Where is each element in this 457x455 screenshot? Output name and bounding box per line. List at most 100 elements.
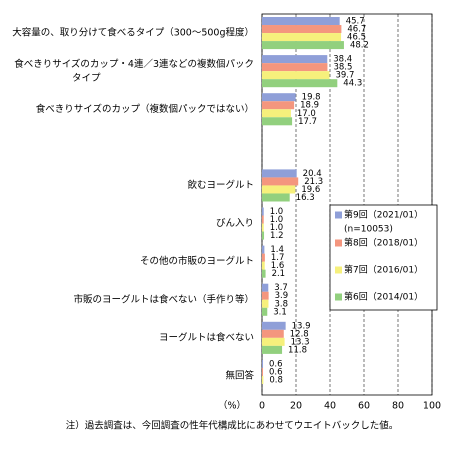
value-label: 20.4	[303, 169, 322, 179]
value-label: 1.2	[270, 231, 284, 241]
bar	[262, 245, 265, 254]
value-label: 18.9	[300, 101, 319, 111]
y-tick-label: 飲むヨーグルト	[187, 179, 254, 191]
legend-swatch	[335, 239, 342, 247]
value-label: 0.6	[269, 367, 283, 377]
value-label: 3.8	[274, 299, 288, 309]
bar	[262, 207, 264, 216]
bar	[262, 359, 264, 368]
legend-box	[329, 204, 438, 311]
value-label: 3.9	[275, 291, 289, 301]
value-label: 3.1	[273, 307, 287, 317]
bar	[262, 41, 344, 50]
y-tick-label: 無回答	[225, 369, 254, 381]
value-label: 17.7	[298, 117, 317, 127]
x-tick-label: 80	[392, 401, 404, 412]
bar	[262, 71, 330, 80]
value-label: 19.6	[301, 185, 320, 195]
value-label: 0.6	[269, 359, 283, 369]
value-label: 45.7	[346, 17, 365, 27]
bar	[262, 169, 297, 178]
value-label: 1.7	[271, 253, 285, 263]
value-label: 38.4	[333, 55, 352, 65]
bar	[262, 367, 264, 376]
value-label: 48.2	[350, 41, 369, 51]
value-label: 21.3	[304, 177, 323, 187]
bar	[262, 253, 265, 262]
x-tick-label: 0	[259, 401, 265, 412]
value-label: 16.3	[296, 193, 315, 203]
value-label: 11.8	[288, 345, 307, 355]
bar	[262, 283, 269, 292]
footnote: 注）過去調査は、今回調査の性年代構成比にあわせてウエイトバックした値。	[66, 420, 399, 432]
legend-note: (n=10053)	[344, 225, 393, 235]
bar	[262, 109, 291, 118]
value-label: 13.3	[291, 337, 310, 347]
value-label: 1.6	[271, 261, 285, 271]
value-label: 3.7	[274, 283, 288, 293]
value-label: 19.8	[302, 93, 321, 103]
value-label: 44.3	[343, 79, 362, 89]
y-tick-label: その他の市販のヨーグルト	[140, 255, 254, 267]
bar	[262, 25, 342, 34]
legend-swatch	[335, 266, 342, 274]
y-tick-label: ヨーグルトは食べない	[159, 331, 254, 343]
legend: 第9回（2021/01） (n=10053) 第8回（2018/01） 第7回（201…	[329, 204, 438, 311]
y-tick-label: 食べきりサイズのカップ（複数個パックではない）	[36, 103, 254, 115]
bar	[262, 231, 265, 240]
bar	[262, 193, 290, 202]
bar	[262, 307, 268, 316]
bar	[262, 185, 296, 194]
value-label: 38.5	[333, 63, 352, 73]
x-tick-label: 20	[290, 401, 302, 412]
bar	[262, 33, 342, 42]
value-label: 12.8	[290, 329, 309, 339]
legend-label: 第6回（2014/01）	[344, 291, 423, 303]
unit-label: （%）	[218, 400, 246, 412]
x-tick-label: 60	[358, 401, 370, 412]
x-tick-label: 100	[423, 401, 441, 412]
value-label: 0.8	[269, 375, 283, 385]
bar	[262, 17, 340, 26]
bar	[262, 177, 299, 186]
y-tick-label: びん入り	[216, 218, 254, 229]
legend-label: 第8回（2018/01）	[344, 237, 423, 249]
legend-label: 第7回（2016/01）	[344, 264, 423, 276]
bar	[262, 223, 264, 232]
bar	[262, 215, 264, 224]
bar	[262, 269, 266, 278]
bar	[262, 329, 284, 338]
bar	[262, 93, 296, 102]
bar	[262, 321, 286, 330]
x-tick-label: 40	[324, 401, 336, 412]
bar	[262, 291, 269, 300]
bar	[262, 375, 264, 384]
bar	[262, 55, 328, 64]
bar	[262, 345, 283, 354]
value-label: 1.0	[270, 215, 284, 225]
value-label: 17.0	[297, 109, 316, 119]
value-label: 46.7	[347, 25, 366, 35]
bar	[262, 79, 338, 88]
value-label: 13.9	[292, 321, 311, 331]
y-tick-label: 市販のヨーグルトは食べない（手作り等）	[73, 293, 254, 305]
plot-border	[261, 13, 433, 396]
value-label: 46.5	[347, 33, 366, 43]
value-label: 2.1	[272, 269, 286, 279]
bar	[262, 117, 293, 126]
y-tick-label: 食べきりサイズのカップ・4連／3連などの複数個パックタイプ	[14, 58, 254, 84]
legend-swatch	[335, 293, 342, 301]
bar	[262, 299, 269, 308]
value-label: 1.4	[270, 245, 284, 255]
bar	[262, 101, 295, 110]
legend-swatch	[335, 211, 342, 219]
bar	[262, 63, 328, 72]
y-tick-label: 大容量の、取り分けて食べるタイプ（300～500g程度）	[12, 27, 254, 39]
bar	[262, 261, 265, 270]
bar	[262, 337, 285, 346]
value-label: 1.0	[270, 223, 284, 233]
value-label: 39.7	[335, 71, 354, 81]
legend-label: 第9回（2021/01）	[344, 209, 423, 221]
value-label: 1.0	[270, 207, 284, 217]
